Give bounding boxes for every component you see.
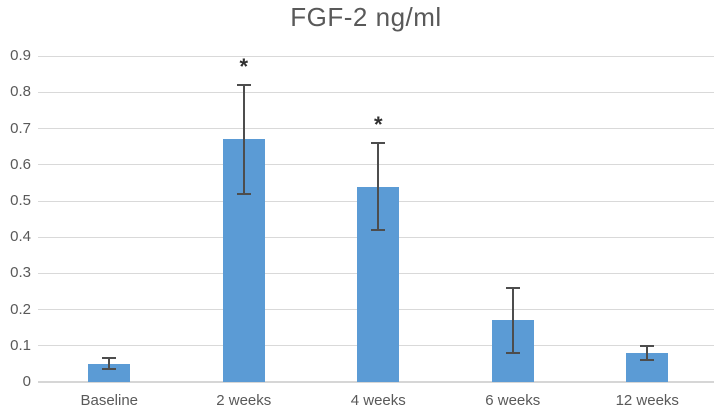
error-bar-cap-bottom xyxy=(102,368,117,371)
error-bar-cap-bottom xyxy=(640,359,655,362)
x-axis-line xyxy=(38,381,714,383)
error-bar-cap-bottom xyxy=(371,228,386,231)
error-bar-cap-bottom xyxy=(236,192,251,195)
major-gridline xyxy=(38,91,714,93)
error-bar-cap-top xyxy=(102,357,117,360)
error-bar-line xyxy=(377,143,380,230)
major-gridline xyxy=(38,128,714,130)
y-axis-tick-label: 0.2 xyxy=(10,300,31,318)
x-axis-label-12-weeks: 12 weeks xyxy=(615,392,679,409)
error-bar-cap-top xyxy=(236,84,251,87)
error-bar-line xyxy=(511,287,514,354)
y-axis-tick-label: 0.6 xyxy=(10,155,31,173)
significance-asterisk: * xyxy=(239,54,249,80)
major-gridline xyxy=(38,164,714,166)
bar-baseline xyxy=(88,363,131,382)
error-bar-cap-bottom xyxy=(505,352,520,355)
x-axis-label-4-weeks: 4 weeks xyxy=(350,392,406,409)
y-axis-tick-label: 0 xyxy=(22,373,31,390)
error-bar-cap-top xyxy=(640,344,655,347)
major-gridline xyxy=(38,55,714,57)
x-axis-label-2-weeks: 2 weeks xyxy=(216,392,272,409)
error-bar-line xyxy=(108,358,111,370)
y-axis-tick-label: 0.1 xyxy=(10,336,31,354)
chart-title: FGF-2 ng/ml xyxy=(290,2,442,32)
y-axis-tick-label: 0.7 xyxy=(10,119,31,137)
y-axis-tick-label: 0.4 xyxy=(10,228,31,246)
y-axis-tick-label: 0.8 xyxy=(10,83,31,101)
error-bar-cap-top xyxy=(371,142,386,145)
x-axis-label-baseline: Baseline xyxy=(80,392,139,409)
error-bar-cap-top xyxy=(505,286,520,289)
error-bar-line xyxy=(646,345,649,361)
significance-asterisk: * xyxy=(373,112,383,138)
x-axis-label-6-weeks: 6 weeks xyxy=(485,392,541,409)
y-axis-tick-label: 0.9 xyxy=(10,47,31,65)
y-axis-tick-label: 0.3 xyxy=(10,264,31,282)
error-bar-line xyxy=(242,85,245,194)
y-axis-tick-label: 0.5 xyxy=(10,192,31,209)
